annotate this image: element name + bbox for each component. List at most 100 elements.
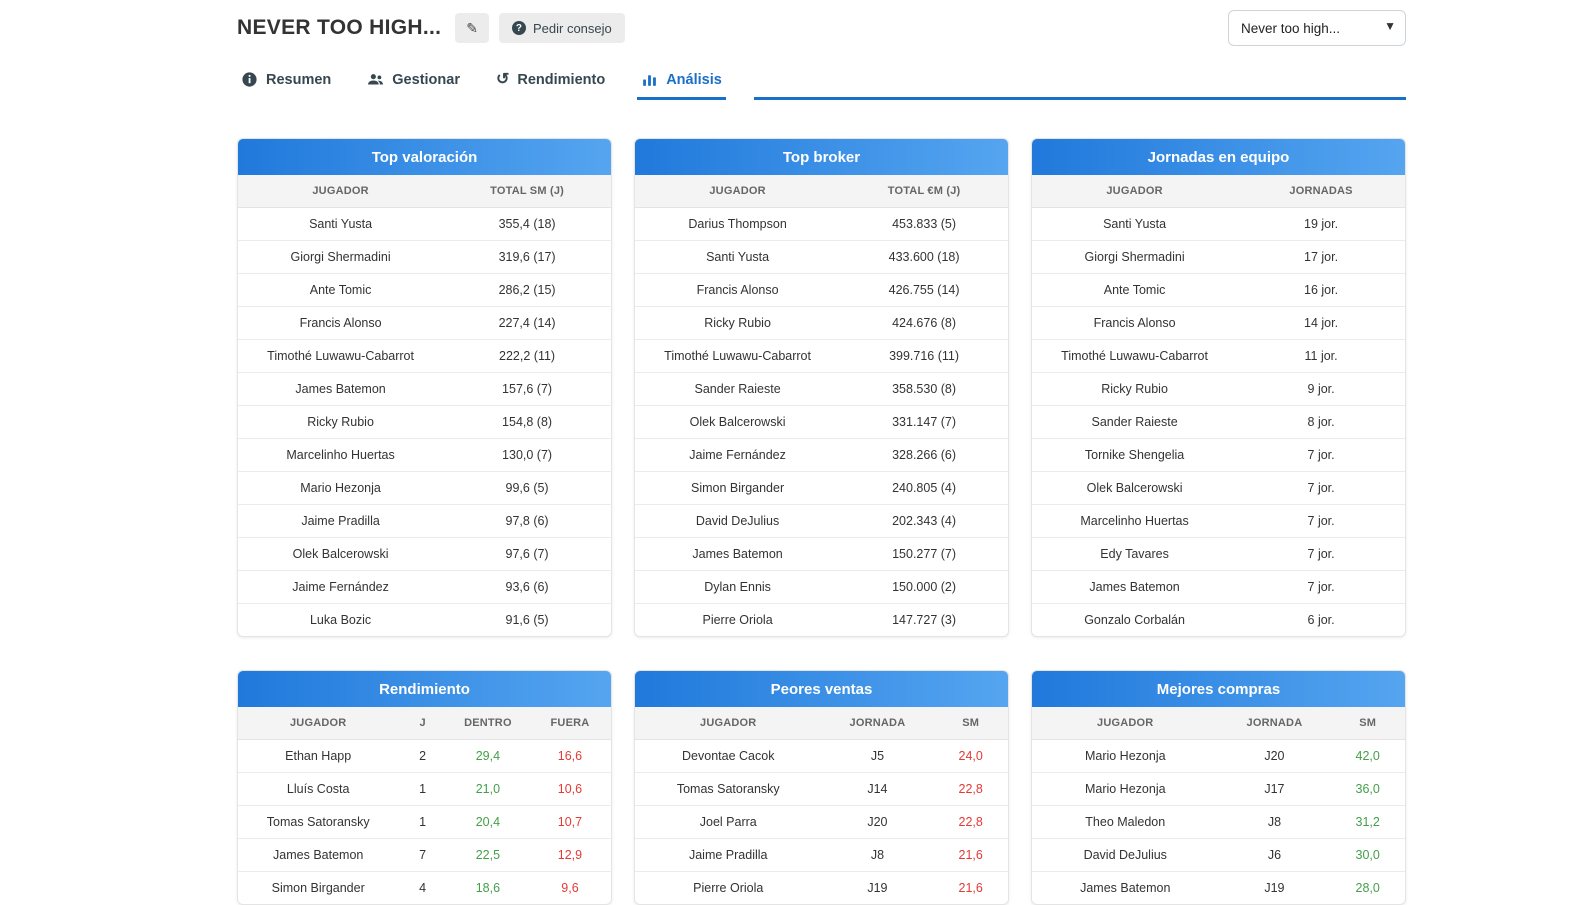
topbar: NEVER TOO HIGH... ✎ ? Pedir consejo Neve… (237, 0, 1406, 46)
advice-button[interactable]: ? Pedir consejo (498, 13, 625, 43)
card-mejores-compras: Mejores compras JUGADOR JORNADA SM Mario He… (1031, 670, 1406, 905)
cell-value: 9,6 (561, 881, 579, 895)
table-row: Ante Tomic 16 jor. (1032, 273, 1405, 307)
table-row: Ricky Rubio 9 jor. (1032, 372, 1405, 406)
tab-label: Rendimiento (517, 71, 606, 88)
table-row: Timothé Luwawu-Cabarrot 399.716 (11) (635, 339, 1008, 373)
tab-rendimiento[interactable]: ↺ Rendimiento (492, 62, 609, 100)
cell-player: Giorgi Shermadini (238, 240, 444, 274)
tab-gestionar[interactable]: Gestionar (363, 62, 464, 100)
cell-value: 12,9 (528, 838, 611, 872)
table-row: David DeJulius J6 30,0 (1032, 838, 1405, 872)
cell-value: 21,6 (933, 838, 1008, 872)
cell-player: Darius Thompson (635, 207, 841, 241)
tab-label: Gestionar (392, 71, 460, 88)
column-header: JORNADA (1218, 707, 1331, 740)
cell-player: Gonzalo Corbalán (1084, 613, 1185, 627)
table-row: Ethan Happ 2 29,4 16,6 (238, 739, 611, 773)
cell-value: 130,0 (7) (443, 438, 611, 472)
cell-player: Mario Hezonja (1032, 772, 1219, 806)
cell-value: 9 jor. (1237, 372, 1405, 406)
cell-player: Francis Alonso (238, 306, 444, 340)
card-title: Mejores compras (1032, 671, 1405, 707)
table-row: Francis Alonso 227,4 (14) (238, 306, 611, 340)
cell-value: 202.343 (4) (840, 504, 1008, 538)
stats-table: JUGADOR J DENTRO FUERA Ethan Happ 2 29,4 16,6 Ll… (238, 707, 611, 904)
card-title: Jornadas en equipo (1032, 139, 1405, 175)
cell-value: 93,6 (6) (443, 570, 611, 604)
tab-resumen[interactable]: Resumen (237, 62, 335, 100)
cell-value: 10,7 (528, 805, 611, 839)
column-header: JUGADOR (635, 707, 822, 740)
column-header: SM (933, 707, 1008, 740)
cell-player: Olek Balcerowski (635, 405, 841, 439)
card-top-broker: Top broker JUGADOR TOTAL €M (J) Darius Tho… (634, 138, 1009, 637)
table-row: Sander Raieste 358.530 (8) (635, 372, 1008, 406)
chart-icon (641, 71, 658, 88)
cell-value: 150.277 (7) (840, 537, 1008, 571)
cell-value: 21,6 (958, 881, 983, 895)
cell-value: 147.727 (3) (892, 613, 957, 627)
column-header: SM (1330, 707, 1405, 740)
cell-player: Tomas Satoransky (635, 772, 822, 806)
cell-value: 17 jor. (1237, 240, 1405, 274)
cell-player: Lluís Costa (238, 772, 399, 806)
cell-player: James Batemon (635, 537, 841, 571)
table-row: Darius Thompson 453.833 (5) (635, 207, 1008, 241)
table-row: Timothé Luwawu-Cabarrot 11 jor. (1032, 339, 1405, 373)
cell-value: 328.266 (6) (840, 438, 1008, 472)
cell-player: Timothé Luwawu-Cabarrot (1032, 339, 1238, 373)
cell-player: Ricky Rubio (238, 405, 444, 439)
cell-player: Joel Parra (635, 805, 822, 839)
card-jornadas-en-equipo: Jornadas en equipo JUGADOR JORNADAS Santi … (1031, 138, 1406, 637)
card-top-valoracion: Top valoración JUGADOR TOTAL SM (J) Santi … (237, 138, 612, 637)
cell-value: 7 jor. (1237, 570, 1405, 604)
cell-value: 399.716 (11) (840, 339, 1008, 373)
edit-title-button[interactable]: ✎ (455, 13, 489, 43)
column-header: TOTAL €M (J) (840, 175, 1008, 208)
column-header: FUERA (528, 707, 611, 740)
cell-value: 21,0 (446, 772, 529, 806)
cell-value: 31,2 (1330, 805, 1405, 839)
cell-player: Olek Balcerowski (238, 537, 444, 571)
table-row: David DeJulius 202.343 (4) (635, 504, 1008, 538)
cell-player: James Batemon (1032, 570, 1238, 604)
column-header: J (398, 707, 447, 740)
cell-value: J8 (1218, 805, 1331, 839)
table-row: Olek Balcerowski 331.147 (7) (635, 405, 1008, 439)
tab-analisis[interactable]: Análisis (637, 62, 726, 100)
cell-value: 4 (419, 881, 427, 895)
cell-value: 150.000 (2) (840, 570, 1008, 604)
table-row: Santi Yusta 433.600 (18) (635, 240, 1008, 274)
stats-table: JUGADOR JORNADA SM Mario Hezonja J20 42,0 Mari… (1032, 707, 1405, 904)
cell-value: J6 (1218, 838, 1331, 872)
league-select-wrap: Never too high... ▼ (1228, 10, 1406, 46)
cell-player: Marcelinho Huertas (1032, 504, 1238, 538)
column-header: JORNADAS (1237, 175, 1405, 208)
league-select[interactable]: Never too high... (1228, 10, 1406, 46)
table-row: Mario Hezonja J20 42,0 (1032, 739, 1405, 773)
cell-player: James Batemon (1080, 881, 1171, 895)
table-row: Santi Yusta 355,4 (18) (238, 207, 611, 241)
cell-player: Theo Maledon (1032, 805, 1219, 839)
cell-value: 36,0 (1330, 772, 1405, 806)
table-row: Simon Birgander 4 18,6 9,6 (238, 872, 611, 905)
cell-value: 227,4 (14) (443, 306, 611, 340)
cell-player: Tomas Satoransky (238, 805, 399, 839)
table-row: James Batemon 7 22,5 12,9 (238, 838, 611, 872)
table-row: Sander Raieste 8 jor. (1032, 405, 1405, 439)
cell-value: J20 (821, 805, 934, 839)
card-rendimiento: Rendimiento JUGADOR J DENTRO FUERA Ethan Hap… (237, 670, 612, 905)
table-row: Marcelinho Huertas 7 jor. (1032, 504, 1405, 538)
cell-value: 7 jor. (1237, 504, 1405, 538)
table-row: Giorgi Shermadini 17 jor. (1032, 240, 1405, 274)
cell-value: J5 (821, 739, 934, 773)
table-row: Mario Hezonja 99,6 (5) (238, 471, 611, 505)
column-header: TOTAL SM (J) (443, 175, 611, 208)
table-row: Edy Tavares 7 jor. (1032, 537, 1405, 571)
stats-table: JUGADOR JORNADAS Santi Yusta 19 jor. Giorgi … (1032, 175, 1405, 636)
cell-value: 30,0 (1330, 838, 1405, 872)
cell-player: Giorgi Shermadini (1032, 240, 1238, 274)
cell-player: Simon Birgander (635, 471, 841, 505)
users-icon (367, 71, 384, 88)
